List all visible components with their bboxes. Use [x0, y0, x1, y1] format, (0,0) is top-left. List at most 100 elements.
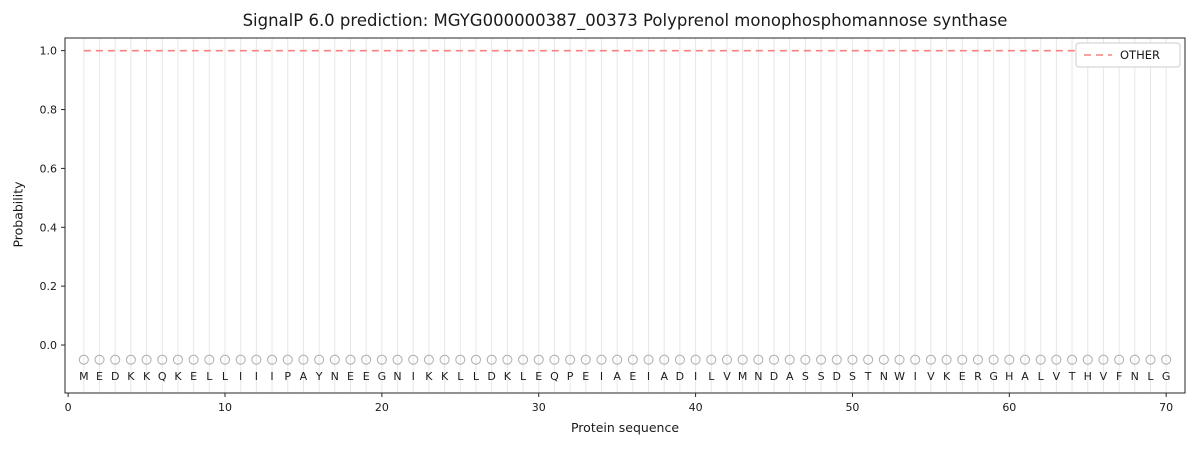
residue-letter: V: [1053, 370, 1061, 383]
residue-marker: [439, 354, 450, 365]
residue-letter: G: [1162, 370, 1171, 383]
x-tick-label: 10: [218, 401, 232, 414]
residue-letter: H: [1084, 370, 1092, 383]
residue-letter: V: [927, 370, 935, 383]
residue-letter: R: [974, 370, 982, 383]
residue-marker: [94, 354, 105, 365]
residue-letter: P: [567, 370, 574, 383]
residue-marker: [533, 354, 544, 365]
residue-letter: M: [738, 370, 748, 383]
residue-marker: [612, 354, 623, 365]
residue-letter: L: [708, 370, 715, 383]
residue-marker: [925, 354, 936, 365]
x-axis-label: Protein sequence: [570, 420, 680, 435]
residue-marker: [455, 354, 466, 365]
residue-letter: L: [1147, 370, 1154, 383]
residue-letter: E: [629, 370, 636, 383]
residue-marker: [580, 354, 591, 365]
residue-letter: E: [363, 370, 370, 383]
residue-letter: L: [206, 370, 213, 383]
residue-letter: I: [600, 370, 603, 383]
residue-marker: [643, 354, 654, 365]
y-tick-label: 0.6: [40, 162, 58, 175]
residue-letter: L: [520, 370, 527, 383]
residue-marker: [1004, 354, 1015, 365]
residue-letter: D: [770, 370, 778, 383]
residue-marker: [674, 354, 685, 365]
residue-marker: [1082, 354, 1093, 365]
residue-marker: [816, 354, 827, 365]
residue-letter: N: [331, 370, 339, 383]
residue-marker: [298, 354, 309, 365]
residue-letter: S: [818, 370, 825, 383]
residue-letter: L: [457, 370, 464, 383]
residue-marker: [235, 354, 246, 365]
residue-letter: I: [239, 370, 242, 383]
residue-letter: I: [270, 370, 273, 383]
residue-marker: [110, 354, 121, 365]
residue-letter: M: [79, 370, 89, 383]
residue-letter: I: [412, 370, 415, 383]
residue-letter: N: [1131, 370, 1139, 383]
residue-marker: [141, 354, 152, 365]
residue-marker: [470, 354, 482, 365]
residue-letter: Y: [315, 370, 323, 383]
residue-marker: [957, 354, 968, 365]
y-tick-label: 0.0: [40, 339, 58, 352]
residue-letter: A: [1021, 370, 1029, 383]
residue-marker: [1098, 354, 1109, 365]
residue-letter: N: [754, 370, 762, 383]
residue-marker: [376, 354, 387, 365]
residue-marker: [282, 354, 293, 365]
residue-marker: [219, 354, 231, 365]
chart-title: SignalP 6.0 prediction: MGYG000000387_00…: [242, 11, 1008, 30]
residue-letter: K: [425, 370, 433, 383]
x-tick-label: 40: [689, 401, 703, 414]
residue-marker: [549, 354, 560, 365]
residue-letter: Q: [550, 370, 559, 383]
residue-letter: T: [1068, 370, 1076, 383]
residue-marker: [188, 354, 199, 365]
residue-marker: [627, 354, 638, 365]
legend-label: OTHER: [1120, 48, 1160, 62]
residue-marker: [596, 354, 607, 365]
residue-letter: E: [347, 370, 354, 383]
residue-marker: [345, 354, 356, 365]
residue-marker: [157, 354, 168, 365]
residue-marker: [502, 354, 513, 365]
residue-letter: N: [393, 370, 401, 383]
residue-letter: K: [127, 370, 135, 383]
residue-letter: D: [676, 370, 684, 383]
residue-marker: [204, 354, 215, 365]
residue-marker: [941, 354, 952, 365]
residue-letter: S: [802, 370, 809, 383]
residue-marker: [894, 354, 905, 365]
residue-letter: K: [943, 370, 951, 383]
residue-letter: Q: [158, 370, 167, 383]
residue-letter: I: [647, 370, 650, 383]
residue-marker: [988, 354, 999, 365]
residue-letter: A: [613, 370, 621, 383]
residue-letter: L: [1038, 370, 1045, 383]
residue-letter: E: [96, 370, 103, 383]
residue-marker: [517, 354, 529, 365]
residue-marker: [800, 354, 811, 365]
residue-letter: D: [487, 370, 495, 383]
residue-marker: [1145, 354, 1156, 365]
residue-letter: I: [694, 370, 697, 383]
residue-letter: P: [284, 370, 291, 383]
residue-letter: V: [1100, 370, 1108, 383]
residue-letter: K: [174, 370, 182, 383]
x-tick-label: 70: [1159, 401, 1173, 414]
residue-marker: [831, 354, 842, 365]
residue-marker: [1161, 354, 1172, 365]
residue-letter: E: [535, 370, 542, 383]
residue-letter: A: [786, 370, 794, 383]
x-tick-label: 20: [375, 401, 389, 414]
residue-letter: G: [378, 370, 387, 383]
residue-marker: [1019, 354, 1031, 365]
residue-marker: [78, 354, 89, 365]
residue-marker: [423, 354, 434, 365]
residue-marker: [690, 354, 701, 365]
